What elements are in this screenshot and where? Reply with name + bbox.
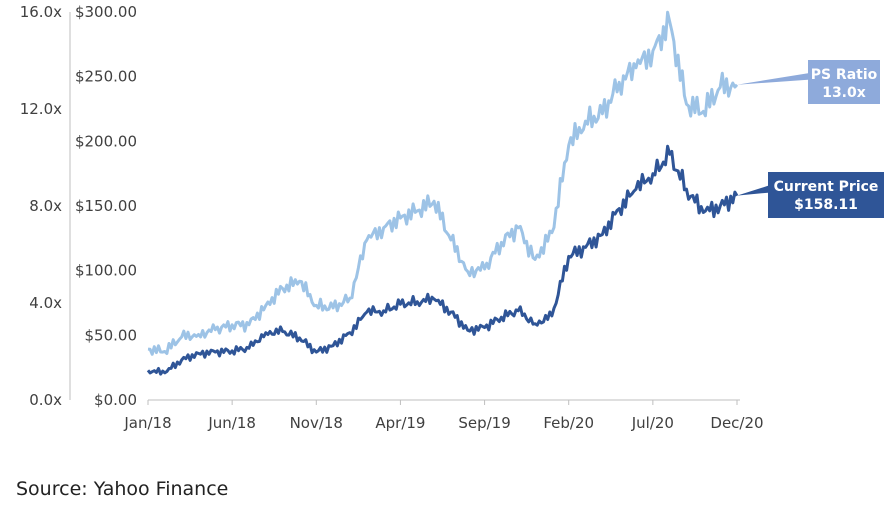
price-tick-label: $100.00: [75, 262, 137, 280]
price-tick-label: $300.00: [75, 3, 137, 21]
x-tick-label: Jun/18: [207, 414, 256, 432]
price-tick-label: $200.00: [75, 132, 137, 150]
callouts: PS Ratio 13.0x Current Price $158.11: [737, 60, 884, 218]
callout-box: [808, 60, 880, 104]
series-layer: [146, 10, 739, 376]
price-tick-label: $250.00: [75, 68, 137, 86]
callout-value: $158.11: [794, 197, 858, 213]
x-tick-label: Apr/19: [375, 414, 425, 432]
ps-ratio-line: [147, 10, 739, 356]
x-tick-label: Sep/19: [458, 414, 510, 432]
left-tick-label: 0.0x: [29, 391, 62, 409]
callout-pointer: [737, 185, 768, 196]
x-tick-label: Feb/20: [543, 414, 594, 432]
left-tick-label: 8.0x: [29, 197, 62, 215]
callout-box: [768, 172, 884, 218]
price-tick-label: $150.00: [75, 197, 137, 215]
callout-pointer: [737, 73, 808, 85]
axes: [69, 12, 740, 401]
price-line: [146, 144, 739, 376]
left-axis-ticks: 0.0x 4.0x 8.0x 12.0x 16.0x: [20, 3, 62, 409]
x-tick-label: Dec/20: [710, 414, 763, 432]
x-tick-label: Nov/18: [290, 414, 343, 432]
right-axis-ticks: $0.00 $50.00 $100.00 $150.00 $200.00 $250.00 $…: [75, 3, 137, 409]
source-note: Source: Yahoo Finance: [16, 478, 229, 500]
left-tick-label: 4.0x: [29, 294, 62, 312]
left-tick-label: 16.0x: [20, 3, 62, 21]
x-tick-label: Jul/20: [631, 414, 674, 432]
x-axis-ticks: Jan/18 Jun/18 Nov/18 Apr/19 Sep/19 Feb/20 Jul/…: [123, 400, 764, 432]
callout-title: PS Ratio: [811, 67, 878, 83]
callout-value: 13.0x: [822, 85, 866, 101]
price-tick-label: $50.00: [85, 326, 138, 344]
price-tick-label: $0.00: [94, 391, 137, 409]
x-tick-label: Jan/18: [123, 414, 171, 432]
line-chart: 0.0x 4.0x 8.0x 12.0x 16.0x $0.00 $50.00 $100.0…: [20, 3, 884, 432]
left-tick-label: 12.0x: [20, 100, 62, 118]
callout-title: Current Price: [774, 179, 879, 195]
